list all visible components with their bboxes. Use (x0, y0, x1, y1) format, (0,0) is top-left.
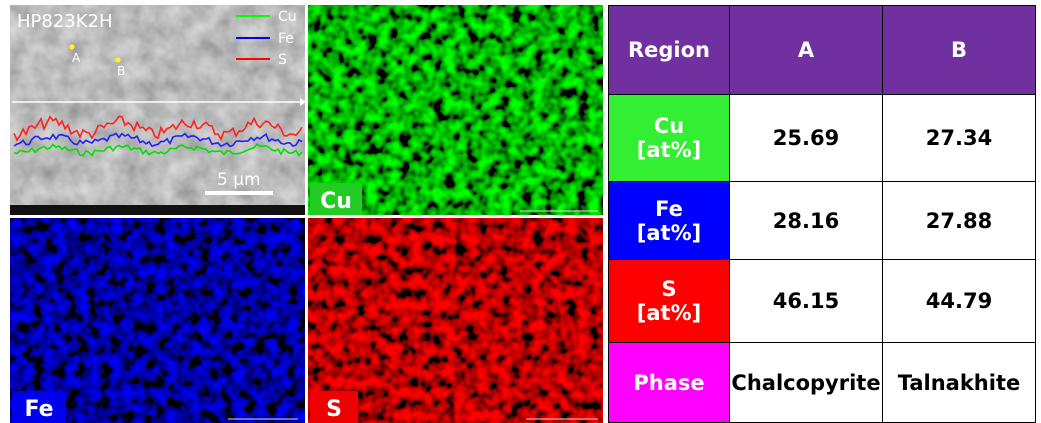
header-cell: B (883, 6, 1036, 95)
row-label: Phase (609, 343, 730, 423)
row-label-line: Phase (609, 371, 729, 395)
point-label: B (117, 64, 125, 78)
map-label: Cu (320, 189, 352, 214)
table-cell: 27.34 (883, 95, 1036, 182)
table-cell: 28.16 (730, 182, 883, 260)
point-marker (116, 58, 121, 63)
row-label-line: Cu (609, 114, 729, 138)
row-label: S[at%] (609, 260, 730, 343)
sem-image (10, 5, 305, 215)
map-label: S (326, 397, 342, 422)
legend-label: Fe (278, 31, 294, 47)
header-row: Region A B (609, 6, 1036, 95)
legend-label: S (278, 52, 287, 68)
table-cell: 46.15 (730, 260, 883, 343)
page: HP823K2H Cu Fe S A B 5 μm Cu Fe S Region… (0, 0, 1041, 423)
point-label: A (72, 51, 81, 65)
row-label-line: [at%] (609, 138, 729, 162)
row-label: Fe[at%] (609, 182, 730, 260)
point-marker (70, 45, 75, 50)
table-cell: 27.88 (883, 182, 1036, 260)
map-label: Fe (24, 397, 53, 422)
row-label-line: Fe (609, 197, 729, 221)
sem-title: HP823K2H (17, 11, 113, 32)
table-cell: Talnakhite (883, 343, 1036, 423)
row-label-line: [at%] (609, 221, 729, 245)
legend-label: Cu (278, 9, 297, 25)
header-cell: Region (609, 6, 730, 95)
table-cell: 44.79 (883, 260, 1036, 343)
sem-info-bar (10, 205, 305, 215)
row-label: Cu[at%] (609, 95, 730, 182)
scale-bar (205, 191, 273, 195)
table-cell: Chalcopyrite (730, 343, 883, 423)
header-cell: A (730, 6, 883, 95)
row-label-line: S (609, 277, 729, 301)
scale-bar-label: 5 μm (217, 170, 261, 190)
table-cell: 25.69 (730, 95, 883, 182)
image-panels: HP823K2H Cu Fe S A B 5 μm Cu Fe S (0, 0, 606, 423)
row-label-line: [at%] (609, 301, 729, 325)
